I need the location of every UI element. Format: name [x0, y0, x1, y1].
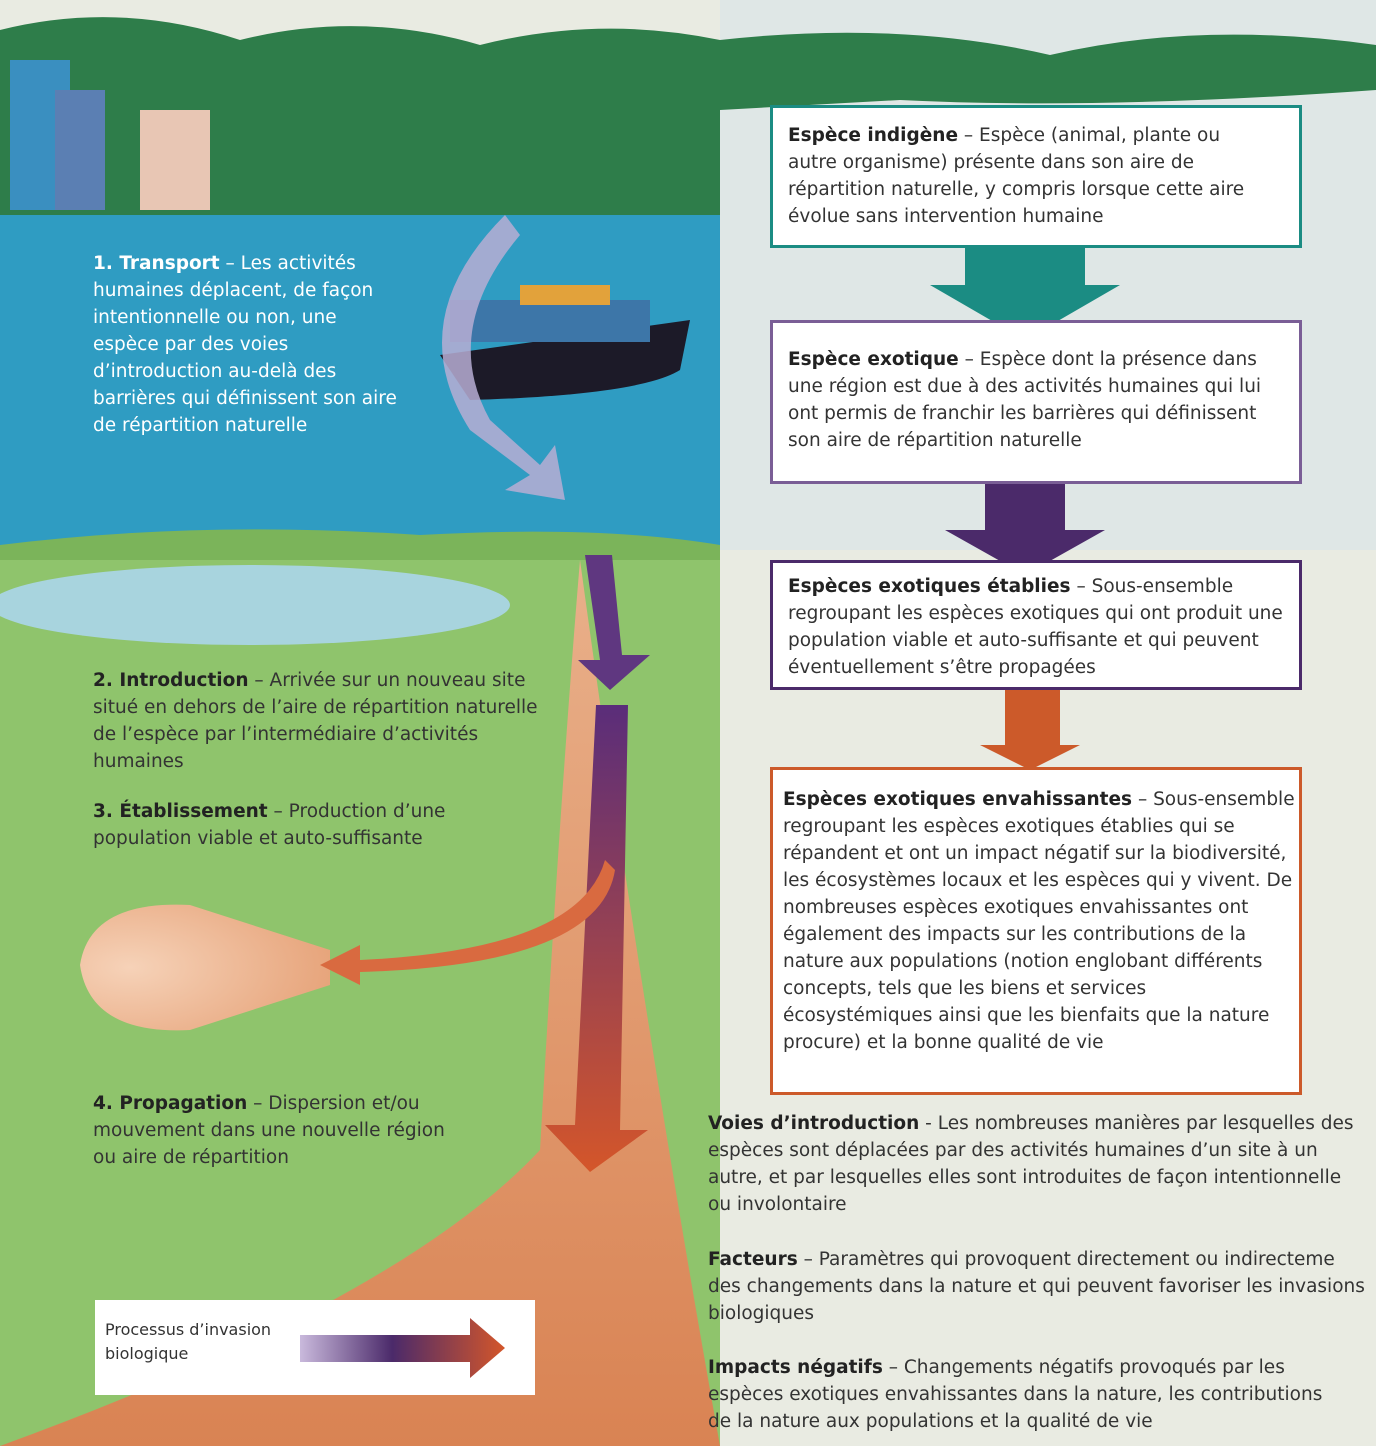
- text: – Paramètres qui provoquent directement …: [708, 1249, 1365, 1324]
- term: Voies d’introduction: [708, 1113, 919, 1134]
- glossary-entry: Facteurs – Paramètres qui provoquent dir…: [708, 1246, 1373, 1327]
- building: [140, 110, 210, 210]
- term: Espèces exotiques établies: [788, 576, 1071, 597]
- step: 4. Propagation – Dispersion et/ou mouvem…: [93, 1090, 458, 1171]
- step: 2. Introduction – Arrivée sur un nouveau…: [93, 667, 558, 775]
- definition: Espèces exotiques établies – Sous-ensemb…: [788, 573, 1293, 681]
- term: Facteurs: [708, 1249, 798, 1270]
- term: 3. Établissement: [93, 801, 268, 822]
- term: Espèce exotique: [788, 349, 959, 370]
- text: – Sous-ensemble regroupant les espèces e…: [783, 789, 1295, 1053]
- glossary-entry: Impacts négatifs – Changements négatifs …: [708, 1354, 1328, 1435]
- term: 4. Propagation: [93, 1093, 247, 1114]
- pond: [0, 565, 510, 645]
- term: 1. Transport: [93, 253, 220, 274]
- term: 2. Introduction: [93, 670, 249, 691]
- step: 1. Transport – Les activités humaines dé…: [93, 250, 408, 439]
- text: – Les activités humaines déplacent, de f…: [93, 253, 397, 436]
- step: 3. Établissement – Production d’une popu…: [93, 798, 488, 852]
- definition: Espèce exotique – Espèce dont la présenc…: [788, 346, 1293, 454]
- containers: [520, 285, 610, 305]
- containers: [450, 300, 650, 342]
- building: [55, 90, 105, 210]
- definition: Espèce indigène – Espèce (animal, plante…: [788, 122, 1268, 230]
- legend-label: Processus d’invasion biologique: [105, 1318, 295, 1366]
- infographic: 1. Transport – Les activités humaines dé…: [0, 0, 1376, 1446]
- term: Impacts négatifs: [708, 1357, 883, 1378]
- glossary-entry: Voies d’introduction - Les nombreuses ma…: [708, 1110, 1358, 1218]
- term: Espèce indigène: [788, 125, 958, 146]
- definition: Espèces exotiques envahissantes – Sous-e…: [783, 786, 1295, 1056]
- term: Espèces exotiques envahissantes: [783, 789, 1132, 810]
